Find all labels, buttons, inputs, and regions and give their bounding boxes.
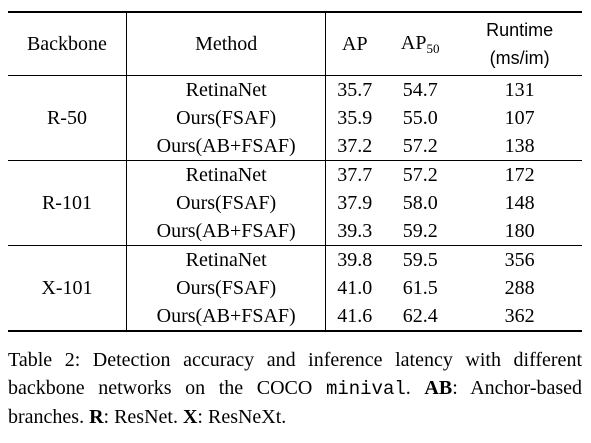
header-backbone: Backbone: [8, 11, 127, 76]
ap50-cell: 59.5: [402, 249, 438, 271]
caption-ab-key: AB: [424, 377, 453, 399]
ap50-cell: 58.0: [402, 192, 438, 214]
table-row: Ours(AB+FSAF) 37.2 57.2 138: [8, 132, 582, 161]
backbone-cell: R-50: [8, 75, 127, 161]
method-cell: RetinaNet: [125, 75, 326, 104]
method-cell: RetinaNet: [125, 160, 326, 189]
table-caption: Table 2: Detection accuracy and inferenc…: [8, 346, 582, 431]
runtime-cell: 131: [504, 79, 535, 101]
header-ap: AP: [325, 11, 384, 76]
runtime-cell: 148: [504, 192, 535, 214]
table-row: Ours(FSAF) 35.9 55.0 107: [8, 104, 582, 132]
ap-cell: 37.9: [325, 189, 384, 217]
caption-lead: Table 2: Detection accuracy and inferenc…: [8, 349, 582, 399]
ap50-cell: 59.2: [383, 217, 458, 246]
header-method: Method: [125, 11, 326, 76]
backbone-cell: R-101: [8, 160, 127, 246]
table-header-row: Backbone Method AP AP50 Runtime (ms/im): [8, 11, 582, 76]
header-runtime: Runtime (ms/im): [457, 11, 582, 76]
caption-after-mono: .: [405, 377, 425, 399]
caption-x-text: : ResNeXt.: [197, 406, 287, 428]
caption-r-key: R: [89, 406, 104, 428]
method-cell: Ours(FSAF): [125, 189, 326, 217]
runtime-cell: 356: [504, 249, 535, 271]
ap-cell: 35.9: [325, 104, 384, 132]
ap50-cell: 57.2: [383, 132, 458, 161]
ap-cell: 39.3: [325, 217, 384, 246]
runtime-cell: 138: [457, 132, 582, 161]
results-table: Backbone Method AP AP50 Runtime (ms/im) …: [8, 11, 582, 332]
ap-cell: 37.7: [325, 160, 384, 189]
method-cell: Ours(AB+FSAF): [125, 132, 326, 161]
runtime-cell: 180: [457, 217, 582, 246]
header-runtime-line1: Runtime: [486, 20, 554, 40]
ap-cell: 35.7: [325, 75, 384, 104]
table-body: R-50 RetinaNet 35.7 54.7 131 Ours(FSAF) …: [8, 75, 582, 332]
ap-cell: 41.6: [325, 302, 384, 332]
table-row: R-50 RetinaNet 35.7 54.7 131: [8, 75, 582, 161]
caption-x-key: X: [182, 406, 198, 428]
ap-cell: 37.2: [325, 132, 384, 161]
ap-cell: 39.8: [325, 245, 384, 274]
backbone-cell: X-101: [8, 245, 127, 332]
caption-minival: minival: [325, 378, 406, 400]
results-table-container: Backbone Method AP AP50 Runtime (ms/im) …: [8, 11, 582, 332]
method-cell: Ours(FSAF): [125, 104, 326, 132]
ap50-cell: 54.7: [402, 79, 438, 101]
header-ap50: AP50: [383, 11, 458, 76]
ap50-cell: 57.2: [402, 164, 438, 186]
method-cell: Ours(AB+FSAF): [125, 217, 326, 246]
ap50-cell: 61.5: [402, 277, 438, 299]
runtime-cell: 107: [504, 107, 535, 129]
table-row: Ours(AB+FSAF) 39.3 59.2 180: [8, 217, 582, 246]
header-ap50-main: AP: [400, 32, 427, 54]
caption-ab-text: : Anchor-based branches.: [8, 377, 583, 428]
table-row: Ours(FSAF) 41.0 61.5 288: [8, 274, 582, 302]
header-runtime-line2: (ms/im): [489, 48, 550, 68]
runtime-cell: 288: [504, 277, 535, 299]
method-cell: Ours(AB+FSAF): [125, 302, 326, 332]
runtime-cell: 362: [457, 302, 582, 332]
ap50-cell: 55.0: [402, 107, 438, 129]
caption-r-text: : ResNet.: [103, 406, 183, 428]
table-row: Ours(FSAF) 37.9 58.0 148: [8, 189, 582, 217]
table-row: R-101 RetinaNet 37.7 57.2 172: [8, 160, 582, 246]
runtime-cell: 172: [504, 164, 535, 186]
ap50-cell: 62.4: [383, 302, 458, 332]
ap-cell: 41.0: [325, 274, 384, 302]
table-row: Ours(AB+FSAF) 41.6 62.4 362: [8, 302, 582, 332]
method-cell: RetinaNet: [125, 245, 326, 274]
table-row: X-101 RetinaNet 39.8 59.5 356: [8, 245, 582, 332]
method-cell: Ours(FSAF): [125, 274, 326, 302]
header-ap50-sub: 50: [426, 41, 440, 56]
